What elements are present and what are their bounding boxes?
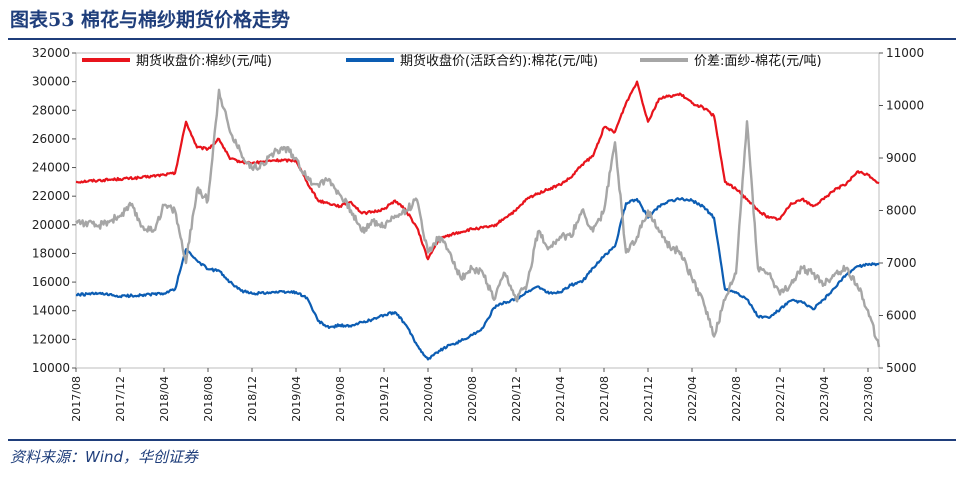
- x-tick-label: 2019/12: [378, 376, 391, 422]
- figure-title: 图表53 棉花与棉纱期货价格走势: [10, 9, 291, 31]
- x-tick-label: 2020/08: [466, 376, 479, 422]
- x-tick-label: 2020/04: [422, 376, 435, 422]
- series-layer: [75, 80, 881, 361]
- title-rule: [8, 38, 956, 40]
- y-left-tick-label: 18000: [32, 246, 70, 260]
- y-right-tick-label: 10000: [886, 99, 924, 113]
- y-left-tick-label: 12000: [32, 332, 70, 346]
- y-left-tick-label: 26000: [32, 132, 70, 146]
- y-left-tick-label: 16000: [32, 275, 70, 289]
- y-left-tick-label: 20000: [32, 218, 70, 232]
- x-tick-label: 2018/12: [246, 376, 259, 422]
- x-tick-label: 2022/04: [686, 376, 699, 422]
- legend: 期货收盘价:棉纱(元/吨) 期货收盘价(活跃合约):棉花(元/吨) 价差:面纱-棉花…: [82, 53, 822, 69]
- x-tick-label: 2017/12: [114, 376, 127, 422]
- x-tick-label: 2023/04: [818, 376, 831, 422]
- y-right-tick-label: 11000: [886, 46, 924, 60]
- x-tick-label: 2022/08: [730, 376, 743, 422]
- legend-label-2: 期货收盘价(活跃合约):棉花(元/吨): [400, 53, 598, 69]
- y-left-tick-label: 14000: [32, 304, 70, 318]
- y-right-tick-label: 5000: [886, 361, 917, 375]
- series-line-2: [75, 197, 880, 361]
- x-tick-label: 2019/04: [290, 376, 303, 422]
- x-tick-label: 2018/08: [202, 376, 215, 422]
- y-left-tick-label: 10000: [32, 361, 70, 375]
- x-tick-label: 2018/04: [158, 376, 171, 422]
- axis-layer: 10000 12000 14000 16000 18000 20000 22000 24000…: [32, 46, 924, 422]
- y-left-tick-label: 24000: [32, 161, 70, 175]
- x-tick-label: 2021/04: [554, 376, 567, 422]
- y-right-tick-label: 7000: [886, 256, 917, 270]
- x-tick-label: 2023/08: [862, 376, 875, 422]
- x-tick-label: 2021/12: [642, 376, 655, 422]
- legend-label-3: 价差:面纱-棉花(元/吨): [694, 53, 822, 69]
- plot-area: [75, 52, 880, 369]
- source-rule: [8, 439, 956, 441]
- x-tick-label: 2022/12: [774, 376, 787, 422]
- x-tick-label: 2019/08: [334, 376, 347, 422]
- series-line-1: [75, 80, 880, 261]
- x-tick-label: 2020/12: [510, 376, 523, 422]
- legend-label-1: 期货收盘价:棉纱(元/吨): [136, 53, 272, 69]
- series-line-3: [75, 88, 881, 348]
- y-right-tick-label: 6000: [886, 309, 917, 323]
- chart: 10000 12000 14000 16000 18000 20000 22000 24000…: [32, 46, 924, 422]
- y-left-tick-label: 28000: [32, 103, 70, 117]
- y-left-tick-label: 30000: [32, 75, 70, 89]
- x-tick-label: 2021/08: [598, 376, 611, 422]
- x-tick-label: 2017/08: [70, 376, 83, 422]
- y-left-tick-label: 22000: [32, 189, 70, 203]
- y-right-tick-label: 8000: [886, 204, 917, 218]
- y-right-tick-label: 9000: [886, 151, 917, 165]
- y-left-tick-label: 32000: [32, 46, 70, 60]
- source-note: 资料来源：Wind，华创证券: [10, 448, 199, 466]
